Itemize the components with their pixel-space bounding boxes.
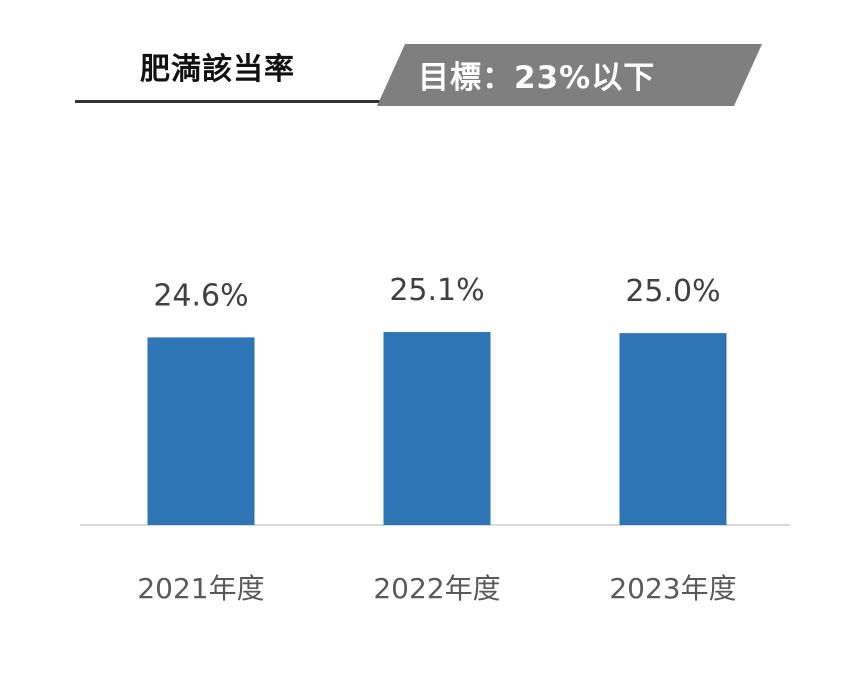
target-banner <box>377 44 762 106</box>
data-label-2: 25.1% <box>389 273 484 308</box>
chart-title: 肥満該当率 <box>140 52 295 87</box>
data-label-1: 24.6% <box>153 278 248 313</box>
target-label: 目標：23%以下 <box>418 60 656 96</box>
bar-2 <box>383 332 491 525</box>
bar-3 <box>619 333 727 525</box>
data-label-3: 25.0% <box>625 274 720 309</box>
bar-1 <box>147 337 255 525</box>
x-tick-label-2: 2022年度 <box>373 572 500 605</box>
title-underline <box>75 100 380 103</box>
x-tick-label-3: 2023年度 <box>609 572 736 605</box>
x-tick-label-1: 2021年度 <box>137 572 264 605</box>
